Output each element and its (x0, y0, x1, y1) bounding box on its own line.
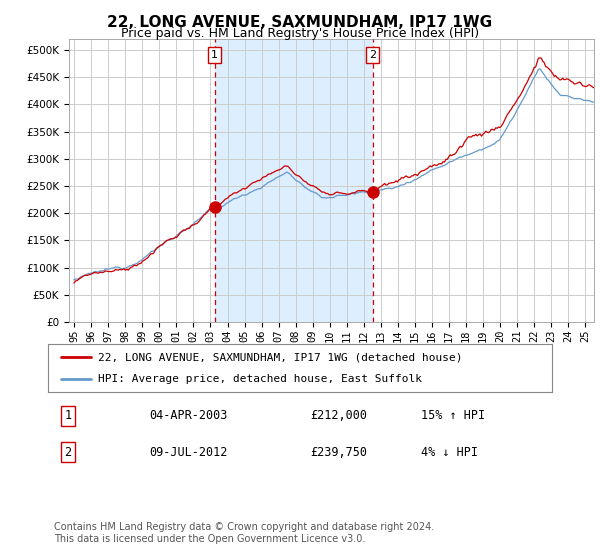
Text: 22, LONG AVENUE, SAXMUNDHAM, IP17 1WG (detached house): 22, LONG AVENUE, SAXMUNDHAM, IP17 1WG (d… (98, 352, 463, 362)
Text: 2: 2 (369, 50, 376, 60)
Text: 4% ↓ HPI: 4% ↓ HPI (421, 446, 478, 459)
Text: 09-JUL-2012: 09-JUL-2012 (149, 446, 227, 459)
Bar (215, 39, 373, 322)
Text: Contains HM Land Registry data © Crown copyright and database right 2024.
This d: Contains HM Land Registry data © Crown c… (54, 522, 434, 544)
Text: 1: 1 (65, 409, 72, 422)
Text: 04-APR-2003: 04-APR-2003 (149, 409, 227, 422)
Text: £239,750: £239,750 (310, 446, 367, 459)
Text: 15% ↑ HPI: 15% ↑ HPI (421, 409, 485, 422)
Text: 1: 1 (211, 50, 218, 60)
Text: 2: 2 (65, 446, 72, 459)
Text: 22, LONG AVENUE, SAXMUNDHAM, IP17 1WG: 22, LONG AVENUE, SAXMUNDHAM, IP17 1WG (107, 15, 493, 30)
Text: £212,000: £212,000 (310, 409, 367, 422)
Text: Price paid vs. HM Land Registry's House Price Index (HPI): Price paid vs. HM Land Registry's House … (121, 27, 479, 40)
Text: HPI: Average price, detached house, East Suffolk: HPI: Average price, detached house, East… (98, 374, 422, 384)
